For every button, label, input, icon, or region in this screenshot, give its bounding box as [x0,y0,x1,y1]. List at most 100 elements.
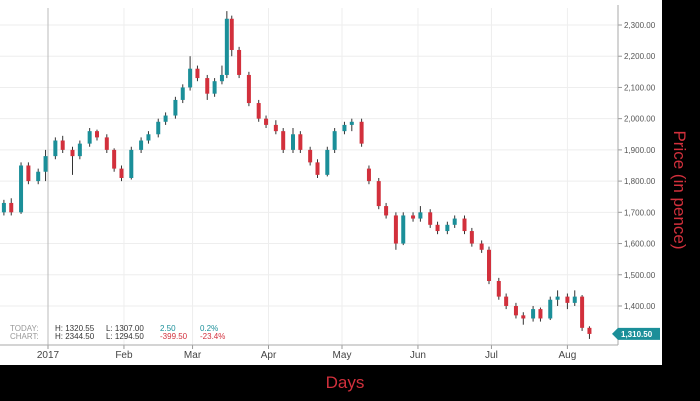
candle[interactable] [587,326,592,339]
candle[interactable] [53,137,58,160]
candle[interactable] [188,56,193,91]
today-pct: 0.2% [200,324,218,333]
candle[interactable] [411,212,416,222]
candle-body [479,243,484,250]
candle-body [237,49,242,75]
candle[interactable] [555,290,560,306]
candle[interactable] [332,128,337,154]
candle[interactable] [195,65,200,82]
candle[interactable] [315,159,320,178]
candle-body [393,215,398,244]
candle[interactable] [119,165,124,182]
candle[interactable] [264,115,269,129]
candle-body [156,121,161,135]
candle[interactable] [9,198,14,216]
candle-body [112,149,117,169]
candle[interactable] [298,131,303,154]
candle[interactable] [384,202,389,219]
candle[interactable] [308,146,313,166]
y-tick-label: 2,100.00 [624,83,656,92]
candle-body [580,296,585,328]
candle[interactable] [435,221,440,235]
candle[interactable] [291,128,295,154]
candle[interactable] [393,212,398,250]
candle[interactable] [163,112,168,125]
candle[interactable] [428,209,433,228]
candle-body [435,224,440,232]
candle[interactable] [26,162,31,185]
candle[interactable] [112,148,117,172]
x-tick-label: Mar [184,350,202,361]
candle-body [219,74,224,82]
candle[interactable] [479,240,484,253]
candle[interactable] [237,46,242,79]
candle-body [43,156,48,172]
candle[interactable] [531,305,536,322]
candle-body [1,202,6,213]
candle[interactable] [246,71,251,107]
candle[interactable] [1,199,6,216]
candle[interactable] [349,118,354,132]
candle[interactable] [538,307,543,322]
candle[interactable] [513,302,518,319]
candle[interactable] [36,168,41,185]
candle[interactable] [173,96,178,119]
candle[interactable] [452,215,457,228]
candle-body [298,134,303,150]
candle[interactable] [229,15,234,57]
candle[interactable] [462,215,467,235]
candle[interactable] [224,11,229,79]
candle[interactable] [146,131,151,144]
candle[interactable] [565,293,570,310]
candle[interactable] [281,128,286,154]
plot-background [0,0,662,365]
candle-body [538,309,543,319]
x-tick-label: Apr [261,350,277,361]
candle[interactable] [580,295,585,331]
candle-body [53,140,58,157]
candle[interactable] [273,120,278,135]
candle[interactable] [366,165,371,185]
candle-body [104,137,109,150]
candle[interactable] [256,99,261,122]
candle[interactable] [445,221,450,235]
candle[interactable] [156,118,161,138]
candle[interactable] [212,78,217,97]
candle[interactable] [572,290,577,306]
candle[interactable] [521,312,526,325]
candle[interactable] [180,84,185,104]
candle[interactable] [548,296,553,321]
candle-body [513,305,518,316]
candle[interactable] [418,206,423,222]
candle[interactable] [219,65,224,85]
candle[interactable] [504,293,509,310]
candle-body [308,149,313,163]
candle-body [139,140,144,150]
y-tick-label: 1,600.00 [624,240,656,249]
candle[interactable] [487,246,491,285]
candle[interactable] [60,135,65,154]
candle[interactable] [129,146,134,180]
candle[interactable] [95,129,99,141]
candle[interactable] [19,162,24,214]
candle[interactable] [70,146,75,175]
candle[interactable] [359,118,364,147]
candle[interactable] [376,177,381,210]
candle[interactable] [496,277,501,300]
candle-body [349,121,354,125]
candle[interactable] [139,137,144,154]
candle[interactable] [401,212,406,246]
candle-body [531,309,536,319]
candle[interactable] [104,134,109,154]
x-tick-label: Feb [115,350,133,361]
candle[interactable] [469,227,474,247]
candle[interactable] [342,121,347,135]
candle[interactable] [77,140,82,160]
candle-body [572,296,577,303]
candle[interactable] [43,149,48,182]
candle[interactable] [205,74,210,100]
candle[interactable] [325,146,330,177]
x-axis-title: Days [326,373,365,392]
candle[interactable] [87,128,92,147]
